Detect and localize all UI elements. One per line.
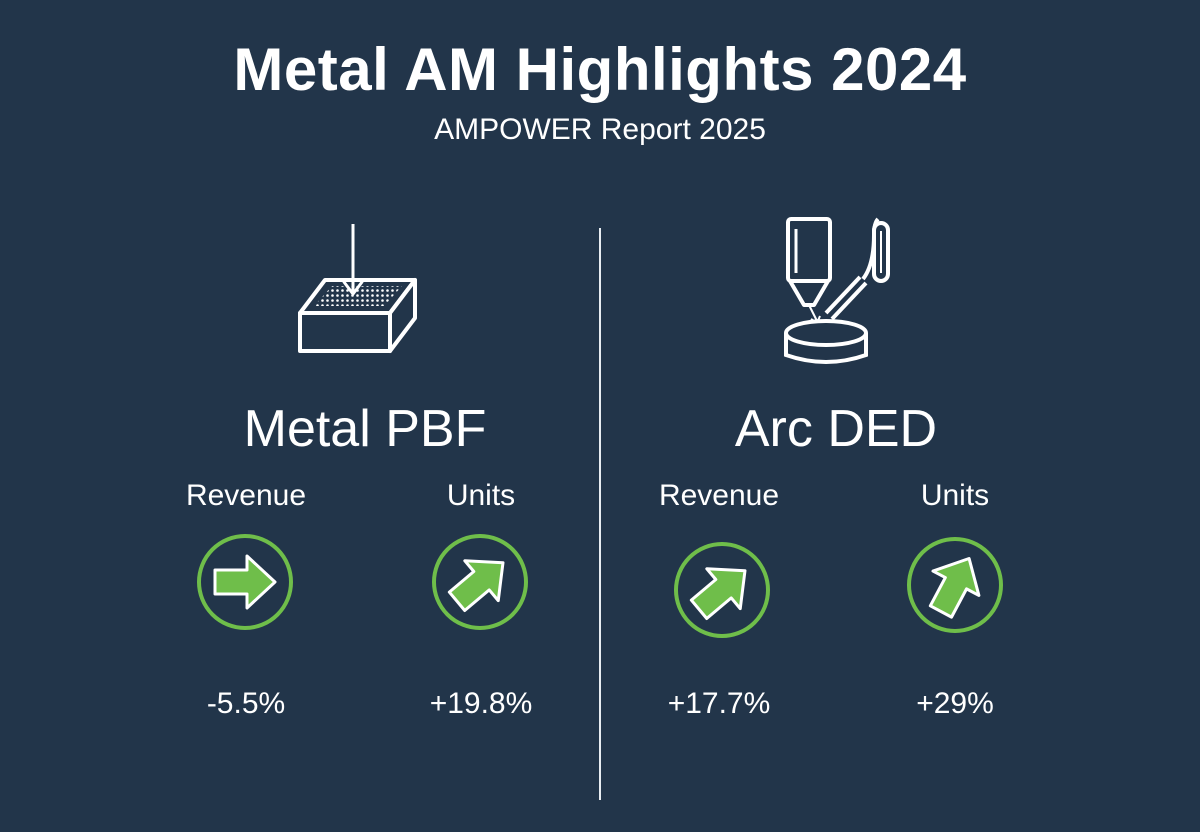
panel-divider: [599, 228, 601, 800]
arrow-up-right-icon: [432, 534, 528, 630]
page-title: Metal AM Highlights 2024: [233, 36, 967, 103]
arc-directed-energy-deposition-icon: [784, 217, 890, 364]
process-name-arc-ded: Arc DED: [734, 400, 938, 458]
process-name-metal-pbf: Metal PBF: [243, 400, 487, 458]
metric-label-units: Units: [446, 479, 516, 512]
metric-value-units: +19.8%: [429, 687, 533, 720]
arrow-up-steep-icon: [907, 537, 1003, 633]
metric-label-revenue: Revenue: [185, 479, 307, 512]
metric-label-revenue: Revenue: [658, 479, 780, 512]
powder-bed-fusion-icon: [298, 224, 417, 353]
metric-value-units: +29%: [916, 687, 994, 720]
arrow-right-icon: [197, 534, 293, 630]
page-subtitle: AMPOWER Report 2025: [434, 113, 766, 146]
metric-value-revenue: -5.5%: [206, 687, 286, 720]
metric-value-revenue: +17.7%: [667, 687, 771, 720]
arrow-up-right-icon: [674, 542, 770, 638]
metric-label-units: Units: [920, 479, 990, 512]
